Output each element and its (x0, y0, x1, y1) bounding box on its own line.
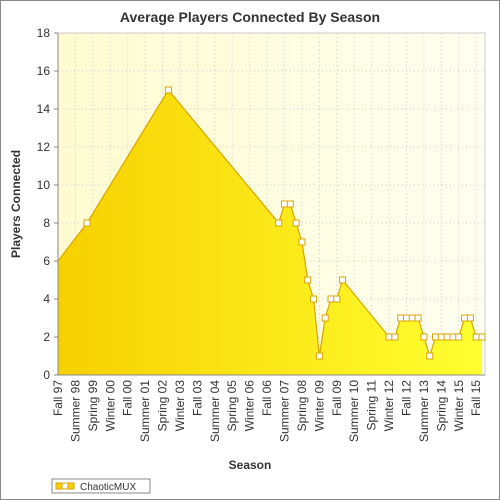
marker (472, 333, 480, 341)
x-tick-label: Fall 03 (190, 380, 204, 416)
x-tick-label: Summer 13 (417, 380, 431, 442)
x-tick-label: Spring 14 (434, 380, 448, 432)
x-tick-label: Winter 09 (312, 380, 326, 432)
legend-label: ChaoticMUX (80, 482, 136, 493)
marker (437, 333, 445, 341)
x-tick-label: Summer 10 (347, 380, 361, 442)
marker (286, 200, 294, 208)
marker (339, 276, 347, 284)
y-tick-label: 4 (43, 292, 50, 306)
y-tick-label: 2 (43, 330, 50, 344)
x-tick-label: Spring 02 (156, 380, 170, 432)
x-tick-label: Fall 09 (330, 380, 344, 416)
x-tick-label: Winter 03 (173, 380, 187, 432)
x-tick-label: Fall 12 (399, 380, 413, 416)
marker (281, 200, 289, 208)
y-tick-label: 14 (37, 102, 51, 116)
marker (461, 314, 469, 322)
x-tick-label: Winter 15 (452, 380, 466, 432)
legend-marker (61, 482, 69, 490)
x-tick-label: Summer 01 (138, 380, 152, 442)
x-tick-label: Fall 15 (469, 380, 483, 416)
x-tick-label: Winter 00 (103, 380, 117, 432)
marker (397, 314, 405, 322)
marker (414, 314, 422, 322)
y-tick-label: 10 (37, 178, 51, 192)
x-tick-label: Spring 05 (225, 380, 239, 432)
marker (164, 86, 172, 94)
marker (321, 314, 329, 322)
marker (275, 219, 283, 227)
chart-title: Average Players Connected By Season (120, 9, 380, 25)
marker (327, 295, 335, 303)
x-tick-label: Summer 07 (278, 380, 292, 442)
y-tick-label: 8 (43, 216, 50, 230)
x-tick-label: Winter 12 (382, 380, 396, 432)
x-tick-label: Spring 08 (295, 380, 309, 432)
marker (426, 352, 434, 360)
marker (391, 333, 399, 341)
marker (83, 219, 91, 227)
x-tick-label: Spring 11 (365, 380, 379, 431)
x-tick-label: Summer 98 (68, 380, 82, 442)
marker (420, 333, 428, 341)
layer: 0 2 4 6 8 10 12 14 16 18 Fall 97 Summer 98 Spring 99… (37, 26, 486, 494)
marker (385, 333, 393, 341)
y-tick-label: 6 (43, 254, 50, 268)
y-tick-label: 0 (43, 368, 50, 382)
y-tick-label: 12 (37, 140, 51, 154)
area (58, 90, 482, 375)
marker (292, 219, 300, 227)
x-tick-label: Spring 99 (86, 380, 100, 432)
marker (315, 352, 323, 360)
marker (478, 333, 486, 341)
marker (443, 333, 451, 341)
y-axis-title: Players Connected (9, 150, 23, 258)
x-tick-label: Winter 06 (243, 380, 257, 432)
marker (449, 333, 457, 341)
x-tick-label: Fall 97 (51, 380, 65, 416)
marker (432, 333, 440, 341)
marker (304, 276, 312, 284)
marker (466, 314, 474, 322)
marker (310, 295, 318, 303)
marker (402, 314, 410, 322)
x-tick-label: Fall 06 (260, 380, 274, 416)
marker (455, 333, 463, 341)
y-tick-label: 16 (37, 64, 51, 78)
marker (408, 314, 416, 322)
x-axis-title: Season (229, 458, 272, 472)
marker (298, 238, 306, 246)
x-tick-label: Fall 00 (121, 380, 135, 416)
y-tick-label: 18 (37, 26, 51, 40)
legend-box (51, 478, 151, 494)
marker (333, 295, 341, 303)
x-tick-label: Summer 04 (208, 380, 222, 442)
